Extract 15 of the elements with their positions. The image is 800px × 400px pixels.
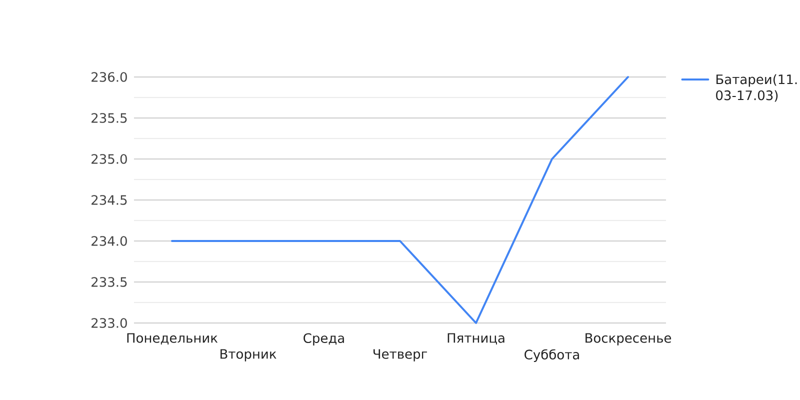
x-tick-label: Вторник: [220, 349, 276, 362]
y-tick-label: 234.5: [92, 195, 127, 205]
x-tick-label: Среда: [304, 333, 344, 346]
y-tick-label: 236.0: [92, 72, 127, 82]
y-tick-label: 235.0: [92, 154, 127, 164]
x-tick-label: Понедельник: [127, 333, 218, 344]
y-tick-label: 233.0: [92, 318, 127, 328]
x-tick-label: Пятница: [448, 333, 504, 344]
y-tick-label: 235.5: [92, 113, 127, 123]
y-tick-label: 234.0: [92, 236, 127, 246]
legend-label: Батареи(11.03-17.03): [716, 74, 797, 102]
x-tick-label: Четверг: [374, 349, 427, 362]
y-tick-label: 233.5: [92, 277, 127, 287]
x-tick-label: Суббота: [524, 349, 579, 362]
x-tick-label: Воскресенье: [586, 333, 672, 346]
